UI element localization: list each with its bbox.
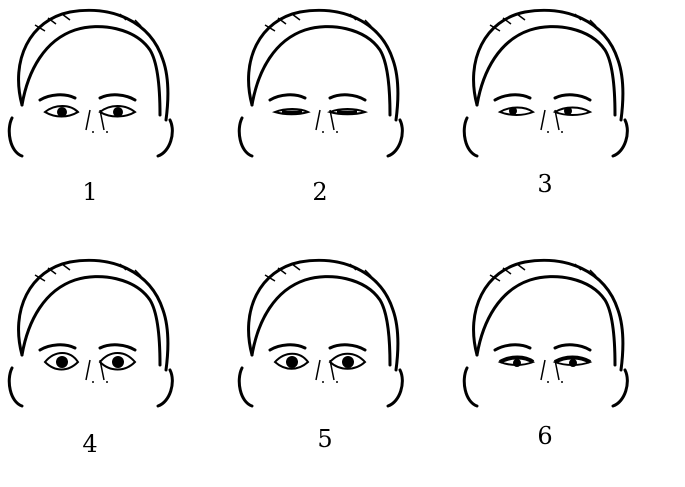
face-illustration-4 <box>0 250 200 415</box>
face-illustration-5 <box>230 250 430 415</box>
panel-label-2: 2 <box>312 178 328 206</box>
face-panel-2: 2 <box>230 0 430 215</box>
face-illustration-3 <box>455 0 655 165</box>
face-illustration-1 <box>0 0 200 165</box>
face-panel-1: 1 <box>0 0 200 215</box>
eyes <box>500 358 590 367</box>
eyes <box>275 109 365 114</box>
panel-label-1: 1 <box>82 178 98 206</box>
face-illustration-2 <box>230 0 430 165</box>
panel-label-6: 6 <box>537 422 553 450</box>
face-panel-3: 3 <box>455 0 655 215</box>
face-panel-5: 5 <box>230 250 430 465</box>
face-illustration-6 <box>455 250 655 415</box>
eyes <box>45 106 135 117</box>
panel-label-3: 3 <box>537 170 553 198</box>
panel-label-4: 4 <box>82 430 98 458</box>
eyes <box>45 353 135 370</box>
panel-label-5: 5 <box>317 425 333 453</box>
face-panel-6: 6 <box>455 250 655 465</box>
eyes <box>500 107 590 115</box>
face-panel-4: 4 <box>0 250 200 465</box>
eyes <box>275 354 365 369</box>
